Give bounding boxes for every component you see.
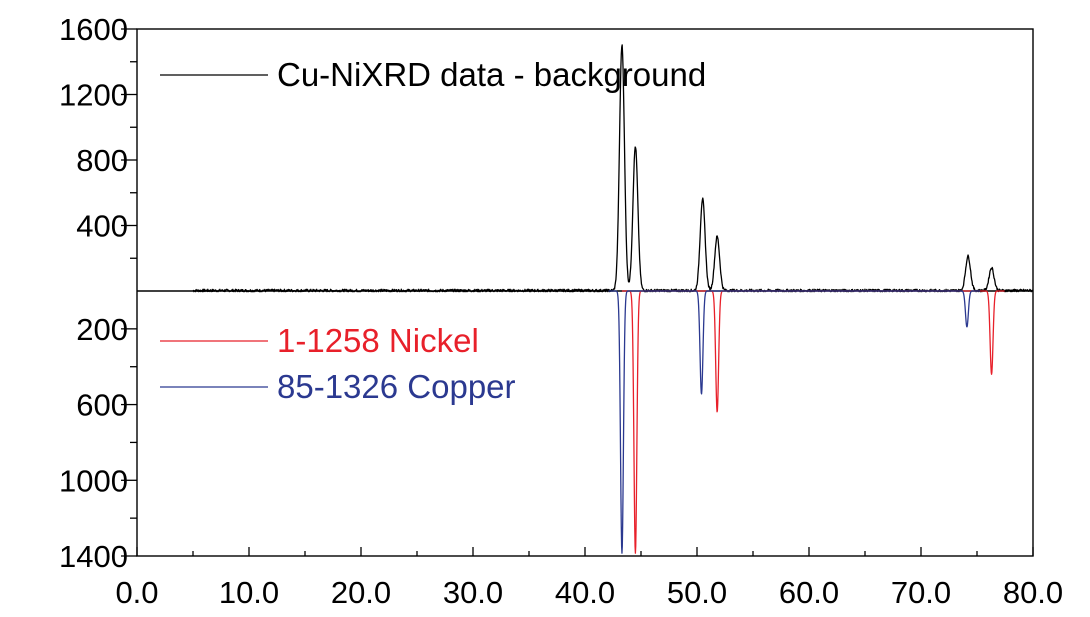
legend: Cu-NiXRD data - background 1-1258 Nickel 8… (160, 56, 706, 405)
legend-label-2: 85-1326 Copper (277, 368, 516, 405)
x-tick-label: 60.0 (779, 575, 839, 610)
x-tick-label: 50.0 (667, 575, 727, 610)
y-tick-label: 400 (76, 209, 128, 244)
x-tick-label: 30.0 (443, 575, 503, 610)
y-tick-label: 1200 (59, 78, 128, 113)
axis-ticks: 0.0 10.0 20.0 30.0 40.0 50.0 60.0 70.0 80.0 1600 1… (59, 12, 1063, 610)
x-tick-label: 70.0 (891, 575, 951, 610)
series-line-1 (621, 290, 1005, 554)
x-tick-label: 0.0 (115, 575, 158, 610)
plot-border (136, 28, 1034, 557)
y-tick-label: 200 (76, 312, 128, 347)
y-tick-label: 600 (76, 388, 128, 423)
legend-label-1: 1-1258 Nickel (277, 322, 479, 359)
y-tick-label: 800 (76, 143, 128, 178)
y-tick-label: 1600 (59, 12, 128, 47)
series-layer (192, 44, 1034, 554)
y-tick-label: 1400 (59, 539, 128, 574)
y-tick-label: 1000 (59, 463, 128, 498)
x-tick-label: 10.0 (219, 575, 279, 610)
plot-frame (136, 28, 1034, 557)
x-tick-label: 20.0 (331, 575, 391, 610)
legend-label-0: Cu-NiXRD data - background (277, 56, 706, 93)
x-tick-label: 80.0 (1003, 575, 1063, 610)
x-tick-label: 40.0 (555, 575, 615, 610)
series-line-2 (608, 290, 981, 554)
